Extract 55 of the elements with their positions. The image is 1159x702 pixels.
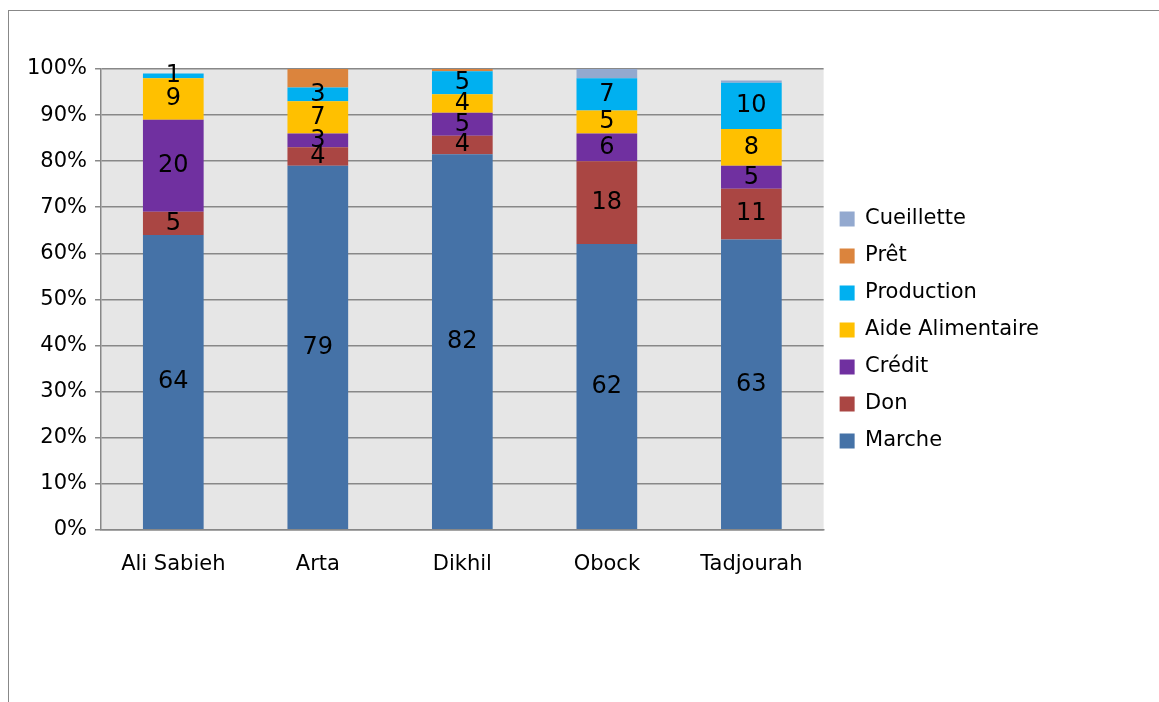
bar bbox=[287, 147, 349, 166]
x-tick-label: Obock bbox=[573, 550, 641, 575]
y-tick-label: 100% bbox=[26, 55, 88, 80]
y-tick-label: 30% bbox=[40, 378, 88, 403]
data-label: 8 bbox=[743, 131, 760, 160]
bar bbox=[431, 154, 493, 530]
bar bbox=[721, 188, 782, 240]
data-label: 20 bbox=[158, 150, 189, 178]
x-tick-label: Ali Sabieh bbox=[121, 550, 226, 575]
data-label: 7 bbox=[599, 78, 615, 107]
legend-label: Crédit bbox=[865, 353, 929, 378]
data-label: 82 bbox=[447, 325, 478, 354]
legend-label: Marche bbox=[865, 427, 943, 452]
legend-label: Cueillette bbox=[865, 205, 966, 230]
y-tick-label: 20% bbox=[40, 424, 88, 449]
y-tick-label: 90% bbox=[40, 101, 88, 126]
bar bbox=[576, 133, 638, 162]
bar bbox=[576, 78, 638, 111]
x-tick-label: Arta bbox=[295, 550, 340, 575]
legend-label: Prêt bbox=[865, 242, 907, 267]
data-label: 18 bbox=[591, 186, 623, 215]
data-label: 64 bbox=[158, 366, 189, 395]
data-label: 11 bbox=[736, 198, 767, 227]
bar bbox=[431, 94, 493, 113]
y-tick-label: 70% bbox=[40, 193, 88, 218]
data-label: 79 bbox=[302, 331, 334, 360]
bar bbox=[142, 234, 204, 530]
data-label: 10 bbox=[736, 90, 767, 119]
bar bbox=[721, 239, 782, 530]
bar bbox=[576, 69, 638, 79]
bar bbox=[576, 110, 638, 134]
data-label: 62 bbox=[591, 370, 623, 399]
y-tick-label: 60% bbox=[40, 239, 88, 264]
legend-label: Production bbox=[865, 279, 977, 304]
x-tick-label: Dikhil bbox=[432, 550, 492, 575]
bar bbox=[721, 165, 782, 189]
data-label: 5 bbox=[743, 161, 760, 190]
data-label: 9 bbox=[165, 83, 181, 112]
y-tick-label: 0% bbox=[53, 516, 88, 541]
bar bbox=[287, 165, 349, 530]
legend-label: Don bbox=[865, 390, 908, 415]
bar bbox=[576, 161, 638, 245]
x-tick-label: Tadjourah bbox=[699, 550, 803, 575]
bar bbox=[142, 211, 204, 235]
bar bbox=[721, 82, 782, 129]
data-label: 63 bbox=[736, 368, 767, 397]
legend-label: Aide Alimentaire bbox=[865, 316, 1040, 341]
y-tick-label: 80% bbox=[40, 147, 88, 172]
bar bbox=[721, 128, 782, 166]
data-label: 5 bbox=[165, 207, 181, 236]
y-tick-label: 50% bbox=[40, 285, 88, 310]
bar bbox=[142, 119, 204, 212]
y-tick-label: 10% bbox=[40, 470, 88, 495]
bar bbox=[576, 244, 638, 530]
y-tick-label: 40% bbox=[40, 331, 88, 356]
